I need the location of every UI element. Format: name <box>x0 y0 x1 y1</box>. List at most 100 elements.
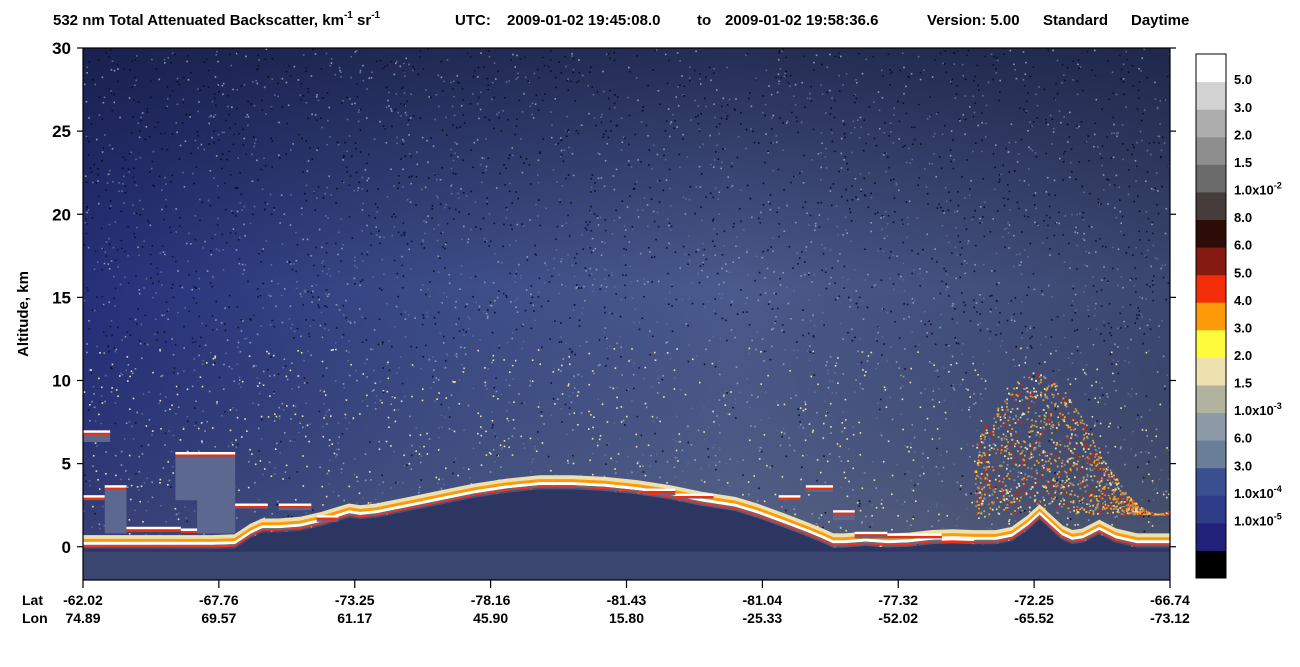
cloud-top-edge <box>854 534 888 537</box>
cloud-top <box>941 538 975 541</box>
colorbar-swatch <box>1196 164 1226 193</box>
cloud-top-edge <box>675 496 714 499</box>
y-tick-label: 10 <box>52 372 71 391</box>
cloud-top-edge <box>805 487 834 490</box>
colorbar-label: 8.0 <box>1234 210 1252 225</box>
cloud-layer <box>180 528 209 533</box>
cloud-top-edge <box>278 506 312 509</box>
colorbar-label: 1.0x10-2 <box>1234 181 1282 198</box>
cloud-top <box>180 528 209 531</box>
cloud-top <box>83 430 111 433</box>
y-tick-label: 25 <box>52 122 71 141</box>
cloud-layer <box>778 495 801 501</box>
colorbar-swatch <box>1196 247 1226 276</box>
cloud-body <box>83 430 111 443</box>
cloud-top-edge <box>941 540 975 543</box>
x-tick-label: 15.80 <box>609 610 644 626</box>
cloud-top-edge <box>316 517 339 520</box>
colorbar-label: 2.0 <box>1234 348 1252 363</box>
y-axis-label: Altitude, km <box>15 271 32 357</box>
x-tick-label: 74.89 <box>65 610 100 626</box>
version-label: Version: 5.00 <box>927 12 1020 29</box>
x-tick-label: -65.52 <box>1014 610 1054 626</box>
subsurface-fill <box>83 489 1170 552</box>
colorbar-swatch <box>1196 302 1226 331</box>
cloud-top-edge <box>197 454 236 457</box>
ice-cloud-region <box>974 372 1170 516</box>
cloud-top <box>316 515 339 518</box>
cloud-layer <box>642 488 676 496</box>
noise-texture <box>83 48 1170 549</box>
title-main: 532 nm Total Attenuated Backscatter, km-… <box>53 10 381 30</box>
cloud-layer <box>833 510 855 521</box>
cloud-top <box>854 531 888 535</box>
colorbar-label-exponent: -5 <box>1274 512 1282 522</box>
cloud-top <box>642 488 676 492</box>
colorbar-swatch <box>1196 329 1226 358</box>
colorbar-swatch <box>1196 412 1226 441</box>
cloud-top-edge <box>833 512 855 515</box>
cloud-top <box>175 451 209 455</box>
below-surface-band <box>83 551 1170 580</box>
colorbar-swatch <box>1196 467 1226 496</box>
surface-return-band-0 <box>83 475 1170 541</box>
colorbar-swatch <box>1196 495 1226 524</box>
colorbar-swatch <box>1196 522 1226 551</box>
colorbar-swatch <box>1196 384 1226 413</box>
colorbar-label: 6.0 <box>1234 431 1252 446</box>
colorbar-swatch <box>1196 109 1226 138</box>
cloud-top <box>235 503 268 507</box>
y-tick-label: 20 <box>52 205 71 224</box>
x-tick-label: -73.12 <box>1150 610 1190 626</box>
colorbar-label: 1.5 <box>1234 376 1252 391</box>
cloud-top-edge <box>778 497 801 500</box>
colorbar-label-exponent: -3 <box>1274 401 1282 411</box>
x-tick-label: -66.74 <box>1150 592 1190 608</box>
y-tick-label: 0 <box>62 538 71 557</box>
colorbar-swatch <box>1196 54 1226 83</box>
cloud-layer <box>235 503 268 509</box>
colorbar-label: 1.0x10-5 <box>1234 512 1282 529</box>
cloud-top-edge <box>235 506 268 509</box>
colorbar-label: 2.0 <box>1234 127 1252 142</box>
x-tick-label: 61.17 <box>337 610 372 626</box>
x-tick-label: -78.16 <box>471 592 511 608</box>
cloud-top-edge <box>642 491 676 494</box>
utc-label: UTC: <box>455 12 491 29</box>
colorbar-swatch <box>1196 357 1226 386</box>
cloud-top-edge <box>83 497 105 500</box>
cloud-top <box>805 485 834 488</box>
cloud-layer <box>675 493 714 499</box>
y-tick-label: 15 <box>52 288 71 307</box>
colorbar-label: 5.0 <box>1234 265 1252 280</box>
cloud-top-edge <box>887 535 942 538</box>
colorbar-swatch <box>1196 219 1226 248</box>
colorbar-label: 1.0x10-4 <box>1234 484 1282 501</box>
axes: 0 5 10 15 20 25 30 Altitude, km Lat -62.02 -67.76 -… <box>15 39 1190 626</box>
cloud-top <box>104 485 127 488</box>
x-tick-label: -67.76 <box>199 592 239 608</box>
colorbar-label: 3.0 <box>1234 458 1252 473</box>
x-tick-label: -72.25 <box>1014 592 1054 608</box>
cloud-layer <box>887 533 942 539</box>
surface-elevation-line <box>83 486 1170 548</box>
cloud-layer <box>126 526 181 532</box>
cloud-layer <box>278 503 312 511</box>
utc-end: 2009-01-02 19:58:36.6 <box>725 12 879 29</box>
y-tick-label: 5 <box>62 455 71 474</box>
cloud-top <box>833 510 855 513</box>
mode-label: Daytime <box>1131 12 1190 29</box>
cloud-top-edge <box>126 529 181 532</box>
colorbar-label: 1.0x10-3 <box>1234 401 1282 418</box>
cloud-layer <box>197 451 236 534</box>
colorbar-label: 3.0 <box>1234 320 1252 335</box>
colorbar-swatch <box>1196 136 1226 165</box>
cloud-body <box>104 485 127 534</box>
cloud-layer <box>83 430 111 443</box>
x-tick-label: -52.02 <box>878 610 918 626</box>
cloud-top <box>278 503 312 507</box>
colorbar-swatch <box>1196 274 1226 303</box>
colorbar-label-exponent: -4 <box>1274 484 1282 494</box>
x-tick-label: -81.04 <box>743 592 783 608</box>
